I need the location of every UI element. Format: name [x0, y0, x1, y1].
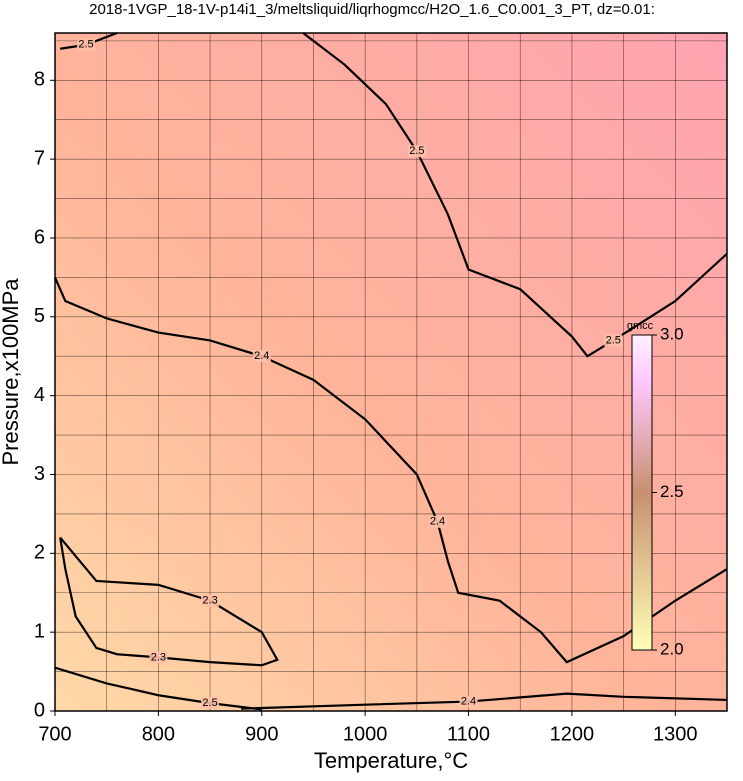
contour-label-bg — [252, 350, 271, 363]
y-tick-label: 3 — [34, 463, 45, 485]
x-axis-label: Temperature,°C — [314, 748, 468, 773]
x-tick-label: 1300 — [653, 723, 698, 745]
y-tick-label: 7 — [34, 147, 45, 169]
contour-label: 2.4 — [430, 516, 445, 528]
chart-title: 2018-1VGP_18-1V-p14i1_3/meltsliquid/liqr… — [89, 1, 655, 18]
contour-label: 2.3 — [151, 651, 166, 663]
contour-label: 2.5 — [409, 145, 424, 157]
y-axis-label: Pressure,x100MPa — [0, 278, 23, 466]
x-tick-label: 1100 — [447, 723, 490, 745]
y-tick-label: 0 — [34, 699, 45, 721]
x-tick-label: 1200 — [550, 723, 595, 745]
contour-label: 2.3 — [202, 595, 217, 607]
y-tick-label: 4 — [34, 384, 45, 406]
plot-background — [55, 33, 727, 711]
contour-label: 2.5 — [202, 697, 217, 709]
x-tick-label: 900 — [245, 723, 278, 745]
y-tick-label: 6 — [34, 226, 45, 248]
contour-label-bg — [459, 695, 478, 708]
x-tick-label: 800 — [142, 723, 175, 745]
y-tick-label: 1 — [34, 620, 45, 642]
y-tick-label: 5 — [34, 305, 45, 327]
colorbar-title: gmcc — [627, 320, 654, 332]
contour-line — [302, 32, 728, 358]
contour-line — [59, 536, 279, 667]
contour-label-bg — [604, 334, 623, 347]
y-tick-label: 2 — [34, 542, 45, 564]
colorbar — [631, 334, 653, 651]
contour-label: 2.4 — [254, 350, 269, 362]
contour-label: 2.5 — [606, 334, 621, 346]
contour-label-bg — [149, 651, 168, 664]
contours: 2.5 2.5 2.4 2.4 2.3 2.3 2.4 2.5 2.5 — [53, 31, 728, 711]
contour-line — [54, 666, 262, 711]
plot-frame — [54, 32, 728, 712]
colorbar-tick-label: 2.0 — [660, 639, 684, 658]
y-tick-label: 8 — [34, 69, 45, 91]
contour-label-bg — [77, 38, 96, 51]
contour-line — [241, 692, 728, 710]
contour-line — [53, 276, 728, 664]
colorbar-tick-label: 3.0 — [660, 324, 684, 343]
colorbar-tick-label: 2.5 — [660, 482, 684, 501]
x-tick-label: 1000 — [343, 723, 388, 745]
x-tick-label: 700 — [38, 723, 71, 745]
contour-label: 2.5 — [78, 39, 93, 51]
contour-label: 2.4 — [461, 695, 476, 707]
contour-label-bg — [407, 145, 426, 158]
contour-label-bg — [201, 697, 220, 710]
contour-label-bg — [428, 515, 447, 528]
contour-label-bg — [201, 594, 220, 607]
